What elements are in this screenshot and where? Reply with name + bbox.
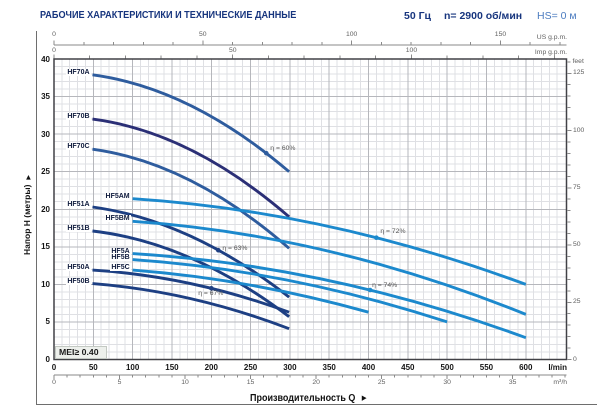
efficiency-dot-HF70A — [264, 150, 269, 156]
tick-label-impgpm: 0 — [52, 46, 56, 54]
tick-label-lmin: 350 — [322, 362, 336, 372]
tick-label-m3h: 10 — [181, 378, 189, 386]
series-label-HF50B: HF50B — [66, 277, 91, 285]
efficiency-label-HF5A: η = 74% — [372, 281, 398, 289]
tick-label-feet: 50 — [573, 241, 581, 248]
curve-HF5B — [132, 258, 448, 324]
tick-label-lmin: 100 — [125, 362, 140, 372]
tick-label-metres: 20 — [41, 204, 50, 214]
tick-label-feet: 75 — [573, 183, 581, 191]
tick-label-lmin: 50 — [88, 362, 98, 372]
curve-HF70C — [92, 147, 291, 250]
x-axis-title-wrap: Производительность Q ▶ — [250, 388, 367, 406]
tick-label-lmin: 150 — [165, 362, 179, 372]
curve-HF50A — [92, 268, 290, 314]
curve-HF5C — [132, 268, 369, 314]
tick-label-feet: 125 — [573, 69, 585, 77]
series-label-HF5A: HF5A — [110, 247, 131, 255]
efficiency-label-HF50A: η = 67% — [198, 289, 224, 297]
tick-label-lmin: 250 — [243, 362, 258, 372]
curve-HF5BM — [132, 219, 527, 316]
tick-label-lmin: 450 — [401, 362, 415, 372]
suction-head-label: HS= 0 м — [537, 10, 577, 22]
efficiency-dot-HF5A — [367, 287, 373, 293]
tick-label-metres: 10 — [41, 279, 50, 289]
series-label-HF5B: HF5B — [110, 253, 131, 261]
tick-label-usgpm: 150 — [494, 31, 507, 38]
series-label-HF51B: HF51B — [66, 225, 91, 233]
tick-label-m3h: 20 — [312, 378, 320, 386]
curve-HF51A — [92, 205, 290, 299]
imp-gpm-axis-title: Imp g.p.m. — [534, 48, 567, 56]
tick-label-usgpm: 100 — [345, 31, 358, 38]
mei-badge: MEI≥ 0.40 — [55, 345, 107, 359]
tick-label-m3h: 0 — [52, 378, 56, 386]
tick-label-lmin: 500 — [440, 362, 454, 372]
y-axis-title-wrap: Напор H (метры) ▶ — [17, 175, 35, 255]
series-label-HF5BM: HF5BM — [104, 215, 131, 223]
curve-HF5A — [132, 252, 527, 340]
tick-label-lmin: 400 — [361, 362, 376, 372]
us-gpm-axis-title: US g.p.m. — [536, 33, 567, 41]
tick-label-m3h: 30 — [443, 378, 451, 386]
page-title: РАБОЧИЕ ХАРАКТЕРИСТИКИ И ТЕХНИЧЕСКИЕ ДАН… — [40, 9, 297, 21]
feet-axis-title: feet — [572, 57, 584, 65]
series-label-HF50A: HF50A — [66, 264, 91, 272]
series-label-HF5AM: HF5AM — [104, 192, 131, 200]
series-label-HF70C: HF70C — [66, 143, 91, 151]
tick-label-feet: 100 — [573, 126, 585, 134]
tick-label-impgpm: 50 — [228, 46, 237, 54]
tick-label-impgpm: 100 — [405, 46, 418, 54]
efficiency-dot-HF50A — [209, 286, 214, 291]
curve-HF5AM — [132, 197, 527, 286]
speed-label: n= 2900 об/мин — [444, 10, 523, 22]
tick-label-metres: 25 — [41, 167, 50, 177]
frequency-label: 50 Гц — [404, 10, 432, 22]
left-frame-rule — [36, 31, 37, 404]
series-label-HF51A: HF51A — [66, 200, 91, 208]
tick-label-metres: 15 — [41, 242, 50, 252]
tick-label-metres: 0 — [45, 355, 50, 364]
tick-label-m3h: 35 — [508, 378, 517, 386]
lmin-axis-title: l/min — [548, 362, 567, 372]
x-axis-title: Производительность Q — [250, 393, 356, 404]
series-label-HF5C: HF5C — [110, 264, 131, 272]
series-label-HF70A: HF70A — [66, 68, 91, 76]
tick-label-usgpm: 50 — [199, 31, 207, 38]
curve-HF70B — [92, 117, 291, 218]
tick-label-metres: 5 — [45, 317, 50, 327]
y-axis-arrow-icon: ▶ — [26, 174, 32, 180]
curve-HF50B — [92, 282, 290, 331]
efficiency-label-HF51A: η = 63% — [222, 244, 248, 252]
tick-label-metres: 40 — [41, 54, 50, 64]
efficiency-label-HF70A: η = 60% — [270, 144, 296, 152]
tick-label-lmin: 200 — [204, 362, 218, 372]
series-label-HF70B: HF70B — [66, 113, 91, 121]
bottom-frame-rule — [36, 404, 597, 405]
plot-border — [53, 58, 568, 361]
tick-label-lmin: 600 — [519, 362, 533, 372]
tick-label-m3h: 15 — [246, 378, 255, 386]
tick-label-m3h: 5 — [117, 378, 122, 386]
tick-label-feet: 25 — [573, 298, 581, 306]
tick-label-lmin: 0 — [51, 362, 57, 372]
x-axis-arrow-icon: ▶ — [361, 395, 367, 402]
tick-label-metres: 30 — [41, 129, 50, 139]
tick-label-usgpm: 0 — [52, 31, 56, 38]
tick-label-m3h: 25 — [377, 378, 386, 386]
efficiency-dot-HF5AM — [374, 235, 379, 240]
efficiency-dot-HF51A — [216, 247, 221, 253]
tick-label-lmin: 550 — [479, 362, 494, 372]
m3h-axis-title: m³/h — [553, 378, 567, 386]
tick-label-lmin: 300 — [283, 362, 297, 372]
tick-label-feet: 0 — [573, 355, 577, 363]
efficiency-label-HF5AM: η = 72% — [380, 228, 406, 236]
tick-label-metres: 35 — [41, 92, 50, 102]
y-axis-title: Напор H (метры) — [22, 184, 32, 255]
